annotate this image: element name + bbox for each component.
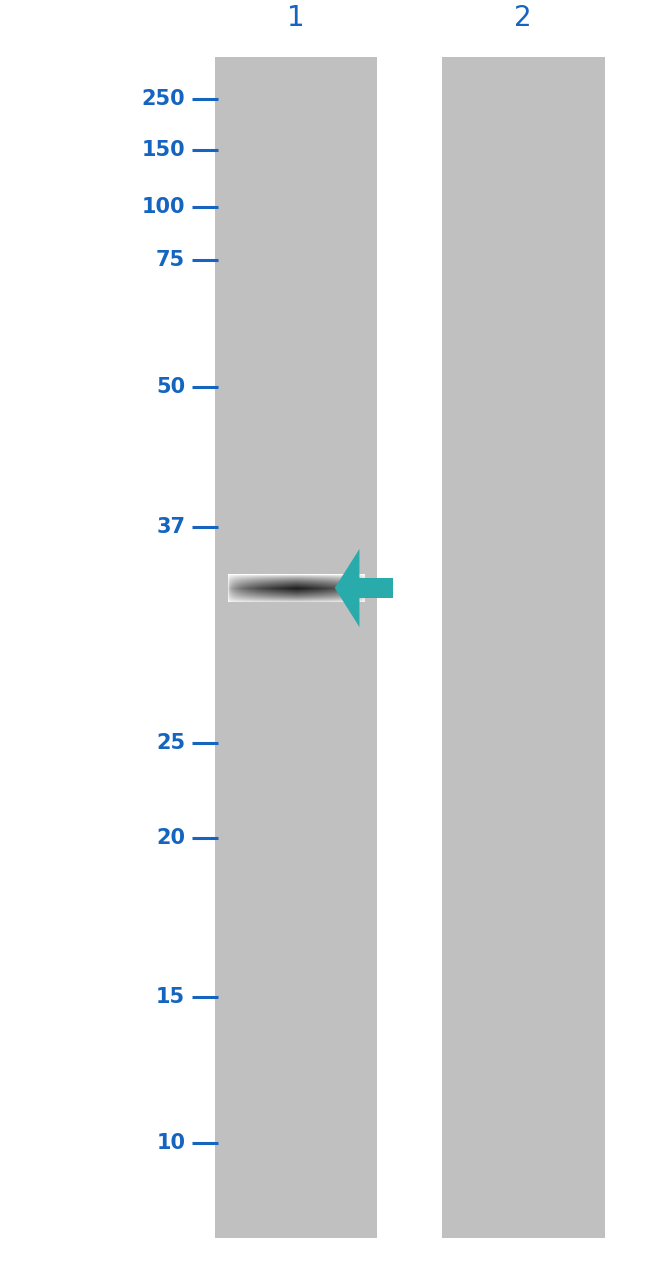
- Text: 20: 20: [156, 828, 185, 848]
- Text: 250: 250: [142, 89, 185, 109]
- Text: 2: 2: [514, 4, 532, 32]
- Text: 10: 10: [156, 1133, 185, 1153]
- Text: 75: 75: [156, 250, 185, 271]
- Text: 1: 1: [287, 4, 305, 32]
- Text: 50: 50: [156, 377, 185, 398]
- Text: 100: 100: [142, 197, 185, 217]
- Text: 150: 150: [142, 140, 185, 160]
- Bar: [359, 578, 393, 598]
- Text: 37: 37: [156, 517, 185, 537]
- FancyArrow shape: [335, 549, 359, 627]
- Text: 25: 25: [156, 733, 185, 753]
- Bar: [442, 57, 604, 1238]
- Text: 15: 15: [156, 987, 185, 1007]
- Bar: [214, 57, 377, 1238]
